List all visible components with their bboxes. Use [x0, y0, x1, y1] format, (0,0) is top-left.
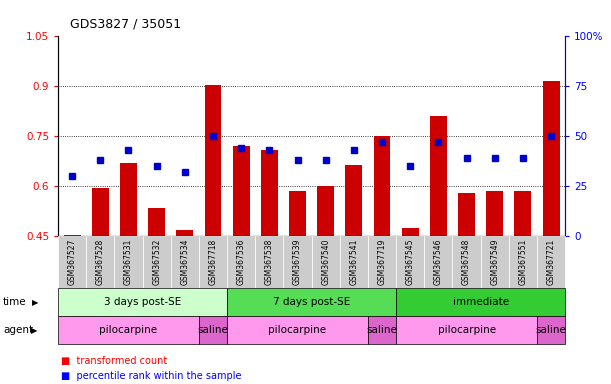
Text: GSM367534: GSM367534 — [180, 239, 189, 285]
Text: GSM367546: GSM367546 — [434, 239, 443, 285]
Text: GSM367549: GSM367549 — [490, 239, 499, 285]
Bar — [289, 191, 306, 236]
Bar — [543, 81, 560, 236]
Bar — [261, 150, 278, 236]
Text: GSM367531: GSM367531 — [124, 239, 133, 285]
Text: immediate: immediate — [453, 297, 509, 307]
Text: GSM367721: GSM367721 — [547, 239, 555, 285]
Bar — [514, 191, 532, 236]
Bar — [177, 230, 193, 236]
Text: pilocarpine: pilocarpine — [437, 325, 496, 335]
Text: GSM367532: GSM367532 — [152, 239, 161, 285]
Text: agent: agent — [3, 325, 33, 335]
Text: ■  percentile rank within the sample: ■ percentile rank within the sample — [61, 371, 241, 381]
Text: 7 days post-SE: 7 days post-SE — [273, 297, 350, 307]
Text: GSM367718: GSM367718 — [208, 239, 218, 285]
Text: ■  transformed count: ■ transformed count — [61, 356, 167, 366]
Bar — [205, 85, 221, 236]
Bar — [64, 235, 81, 236]
Text: GSM367538: GSM367538 — [265, 239, 274, 285]
Text: saline: saline — [536, 325, 566, 335]
Bar — [430, 116, 447, 236]
Text: ▶: ▶ — [31, 326, 38, 334]
Text: GSM367545: GSM367545 — [406, 239, 415, 285]
Text: GSM367719: GSM367719 — [378, 239, 387, 285]
Bar — [486, 191, 503, 236]
Text: GSM367536: GSM367536 — [236, 239, 246, 285]
Text: time: time — [3, 297, 27, 307]
Bar — [317, 186, 334, 236]
Bar — [148, 208, 165, 236]
Text: saline: saline — [197, 325, 229, 335]
Text: ▶: ▶ — [32, 298, 38, 306]
Bar — [402, 228, 419, 236]
Bar — [458, 193, 475, 236]
Text: GSM367539: GSM367539 — [293, 239, 302, 285]
Bar — [92, 188, 109, 236]
Text: GDS3827 / 35051: GDS3827 / 35051 — [70, 17, 181, 30]
Text: GSM367540: GSM367540 — [321, 239, 330, 285]
Bar — [233, 146, 250, 236]
Text: saline: saline — [367, 325, 398, 335]
Text: GSM367528: GSM367528 — [96, 239, 105, 285]
Bar — [345, 165, 362, 236]
Bar — [373, 136, 390, 236]
Text: GSM367527: GSM367527 — [68, 239, 76, 285]
Text: pilocarpine: pilocarpine — [100, 325, 158, 335]
Text: pilocarpine: pilocarpine — [268, 325, 327, 335]
Text: 3 days post-SE: 3 days post-SE — [104, 297, 181, 307]
Text: GSM367548: GSM367548 — [462, 239, 471, 285]
Text: GSM367541: GSM367541 — [349, 239, 359, 285]
Text: GSM367551: GSM367551 — [518, 239, 527, 285]
Bar — [120, 163, 137, 236]
